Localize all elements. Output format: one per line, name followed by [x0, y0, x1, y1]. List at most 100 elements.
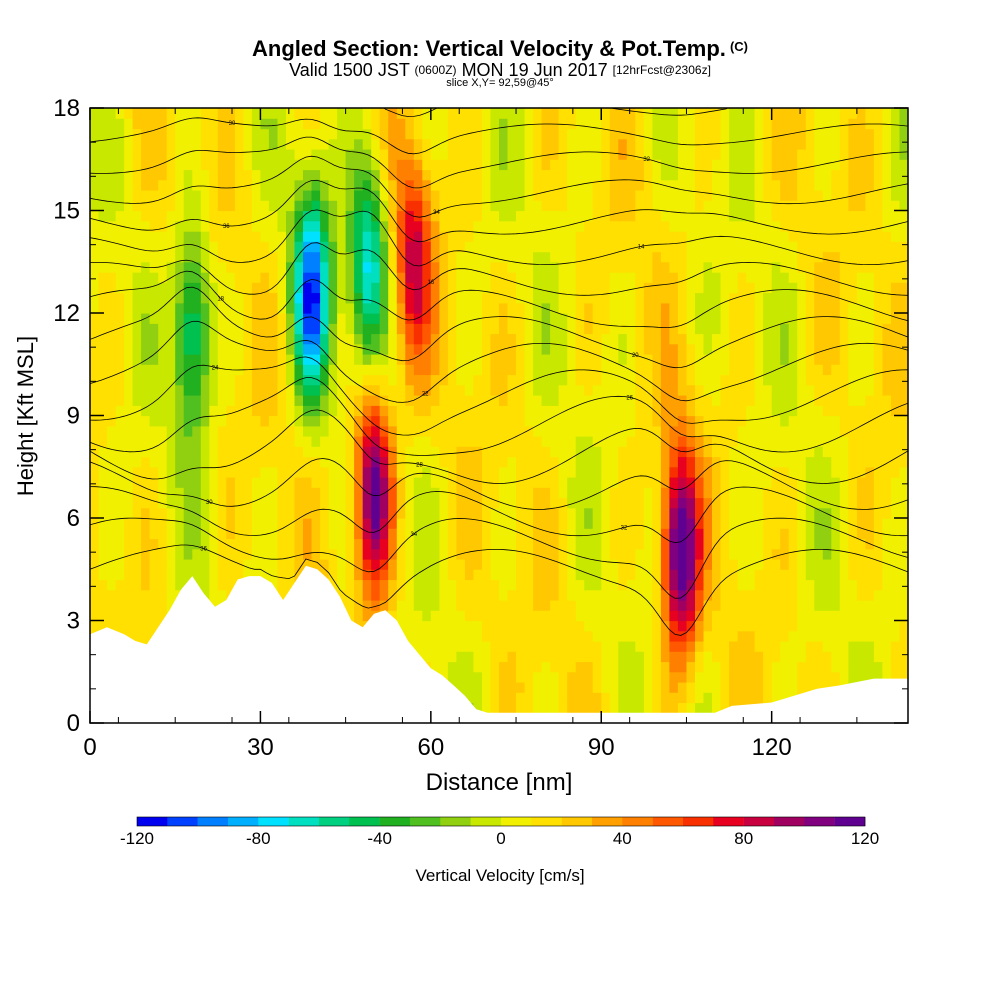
- field-cell: [669, 436, 679, 447]
- field-cell: [746, 169, 756, 181]
- field-cell: [609, 200, 619, 212]
- field-cell: [584, 630, 594, 642]
- field-cell: [217, 179, 227, 191]
- field-cell: [251, 169, 261, 181]
- field-cell: [686, 600, 696, 611]
- field-cell: [584, 436, 594, 447]
- field-cell: [660, 456, 670, 468]
- field-cell: [320, 395, 330, 406]
- field-cell: [149, 395, 159, 406]
- field-cell: [456, 415, 466, 427]
- field-cell: [601, 702, 611, 714]
- field-cell: [405, 302, 415, 314]
- field-cell: [695, 395, 705, 406]
- field-cell: [712, 128, 722, 140]
- field-cell: [371, 364, 381, 376]
- field-cell: [669, 261, 679, 273]
- field-cell: [618, 682, 628, 693]
- field-cell: [124, 600, 134, 611]
- field-cell: [115, 169, 125, 181]
- field-cell: [788, 200, 798, 212]
- field-cell: [533, 487, 543, 499]
- field-cell: [277, 261, 287, 273]
- field-cell: [132, 415, 142, 427]
- field-cell: [90, 220, 100, 232]
- field-cell: [166, 415, 176, 427]
- field-cell: [277, 569, 287, 581]
- field-cell: [430, 118, 440, 130]
- field-cell: [618, 292, 628, 304]
- field-cell: [132, 497, 142, 509]
- field-cell: [618, 466, 628, 478]
- field-cell: [609, 671, 619, 683]
- field-cell: [251, 436, 261, 447]
- field-cell: [311, 405, 321, 417]
- field-cell: [601, 651, 611, 663]
- field-cell: [712, 241, 722, 253]
- field-cell: [609, 395, 619, 406]
- field-cell: [243, 354, 253, 365]
- field-cell: [592, 149, 602, 160]
- field-cell: [422, 415, 432, 427]
- field-cell: [482, 241, 492, 253]
- field-cell: [234, 272, 244, 283]
- field-cell: [592, 251, 602, 263]
- field-cell: [277, 292, 287, 304]
- field-cell: [720, 200, 730, 212]
- field-cell: [396, 477, 406, 488]
- field-cell: [473, 169, 483, 181]
- field-cell: [464, 487, 474, 499]
- field-cell: [268, 518, 278, 529]
- field-cell: [780, 190, 790, 201]
- field-cell: [183, 374, 193, 386]
- field-cell: [158, 108, 168, 119]
- field-cell: [175, 507, 185, 519]
- field-cell: [141, 323, 151, 335]
- field-cell: [192, 569, 202, 581]
- field-cell: [430, 620, 440, 632]
- field-cell: [396, 487, 406, 499]
- field-cell: [720, 600, 730, 611]
- field-cell: [268, 507, 278, 519]
- field-cell: [499, 302, 509, 314]
- field-cell: [132, 477, 142, 488]
- field-cell: [635, 600, 645, 611]
- field-cell: [294, 200, 304, 212]
- field-cell: [379, 415, 389, 427]
- field-cell: [482, 149, 492, 160]
- field-cell: [90, 528, 100, 540]
- field-cell: [405, 149, 415, 160]
- field-cell: [303, 108, 313, 119]
- field-cell: [507, 630, 517, 642]
- field-cell: [669, 466, 679, 478]
- field-cell: [516, 364, 526, 376]
- field-cell: [286, 559, 296, 570]
- field-cell: [490, 190, 500, 201]
- field-cell: [328, 548, 338, 560]
- field-cell: [567, 251, 577, 263]
- field-cell: [499, 364, 509, 376]
- field-cell: [107, 128, 117, 140]
- field-cell: [456, 395, 466, 406]
- field-cell: [558, 446, 568, 458]
- field-cell: [780, 210, 790, 222]
- field-cell: [550, 600, 560, 611]
- field-cell: [422, 200, 432, 212]
- field-cell: [107, 108, 117, 119]
- field-cell: [311, 436, 321, 447]
- field-cell: [98, 487, 108, 499]
- field-cell: [516, 600, 526, 611]
- field-cell: [703, 651, 713, 663]
- field-cell: [575, 651, 585, 663]
- field-cell: [541, 302, 551, 314]
- field-cell: [729, 292, 739, 304]
- field-cell: [754, 538, 764, 550]
- field-cell: [652, 384, 662, 396]
- field-cell: [354, 559, 364, 570]
- field-cell: [763, 395, 773, 406]
- field-cell: [507, 528, 517, 540]
- chart-subtitle: Valid 1500 JST (0600Z) MON 19 Jun 2017 […: [0, 60, 1000, 81]
- field-cell: [669, 518, 679, 529]
- field-cell: [558, 507, 568, 519]
- field-cell: [763, 477, 773, 488]
